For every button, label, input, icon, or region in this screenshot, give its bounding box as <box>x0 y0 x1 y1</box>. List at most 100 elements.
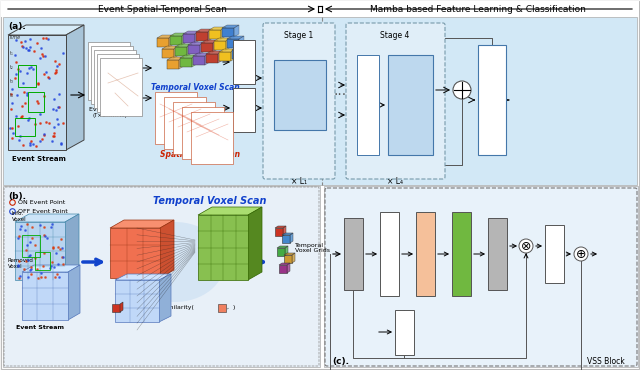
Bar <box>182 107 224 159</box>
Bar <box>155 92 197 144</box>
FancyBboxPatch shape <box>263 23 335 179</box>
Bar <box>112 304 120 312</box>
Bar <box>22 272 68 320</box>
Text: Spatial Cross-Scan: Spatial Cross-Scan <box>160 150 240 159</box>
Text: Mamba based Feature Learning & Classification: Mamba based Feature Learning & Classific… <box>370 4 586 13</box>
Circle shape <box>574 247 588 261</box>
Polygon shape <box>159 274 171 322</box>
Polygon shape <box>170 33 187 36</box>
Text: 3km²: 3km² <box>111 105 122 109</box>
Bar <box>180 58 192 67</box>
Polygon shape <box>198 207 262 215</box>
Polygon shape <box>277 246 288 248</box>
Text: Temporal Voxel Scan: Temporal Voxel Scan <box>150 83 239 92</box>
Text: 2km²: 2km² <box>115 105 125 109</box>
Polygon shape <box>214 38 231 41</box>
FancyBboxPatch shape <box>4 187 319 366</box>
Bar <box>324 186 638 367</box>
Text: OFF Event Point: OFF Event Point <box>18 209 68 213</box>
Polygon shape <box>160 220 174 278</box>
Bar <box>232 50 244 59</box>
Polygon shape <box>226 38 231 50</box>
Text: × L₁: × L₁ <box>291 177 307 186</box>
Text: VSS
Block: VSS Block <box>400 95 420 115</box>
Bar <box>193 56 205 65</box>
Polygon shape <box>287 263 290 273</box>
Text: t₂: t₂ <box>10 65 14 70</box>
FancyBboxPatch shape <box>346 23 445 179</box>
Polygon shape <box>221 27 226 39</box>
Text: t₁: t₁ <box>10 51 14 56</box>
Circle shape <box>519 239 533 253</box>
Bar <box>100 58 142 116</box>
Polygon shape <box>282 233 293 235</box>
Bar <box>15 118 35 136</box>
Text: Downsampling: Downsampling <box>365 82 371 128</box>
Polygon shape <box>65 214 79 280</box>
Bar <box>18 65 36 87</box>
Bar <box>395 310 414 355</box>
Bar <box>201 43 213 52</box>
Bar <box>97 54 139 112</box>
Text: = arg max (Similarity(: = arg max (Similarity( <box>124 306 194 310</box>
Bar <box>164 97 206 149</box>
Text: LayerNorm: LayerNorm <box>351 236 355 272</box>
Polygon shape <box>180 55 197 58</box>
Bar <box>110 228 160 278</box>
Bar <box>15 222 65 280</box>
Polygon shape <box>183 31 200 34</box>
Text: Stage 1: Stage 1 <box>284 31 314 40</box>
Polygon shape <box>193 53 210 56</box>
Bar <box>380 212 399 296</box>
Bar <box>8 35 66 150</box>
Polygon shape <box>279 263 290 265</box>
Ellipse shape <box>125 222 225 302</box>
Bar <box>416 212 435 296</box>
Polygon shape <box>201 40 218 43</box>
Polygon shape <box>175 44 192 47</box>
Polygon shape <box>209 27 226 30</box>
Text: SS2D: SS2D <box>458 246 463 262</box>
Polygon shape <box>188 42 205 45</box>
Text: Removed
Voxel: Removed Voxel <box>8 258 34 269</box>
Text: Event Stream: Event Stream <box>16 325 64 330</box>
Bar <box>3 17 637 185</box>
Text: VSS Block: VSS Block <box>588 357 625 366</box>
Text: 4km²: 4km² <box>109 105 119 109</box>
Text: Linear: Linear <box>387 244 392 264</box>
Text: ON Event Point: ON Event Point <box>18 199 65 205</box>
Bar <box>175 47 187 56</box>
Bar <box>277 248 285 256</box>
Bar <box>188 45 200 54</box>
Polygon shape <box>232 47 249 50</box>
Polygon shape <box>205 53 210 65</box>
Text: (T×C×H×W): (T×C×H×W) <box>93 113 127 118</box>
Polygon shape <box>195 31 200 43</box>
Bar <box>88 42 130 100</box>
Bar <box>170 36 182 45</box>
Polygon shape <box>68 265 80 320</box>
Bar <box>162 49 174 58</box>
FancyBboxPatch shape <box>325 188 637 366</box>
Polygon shape <box>179 57 184 69</box>
Bar <box>183 34 195 43</box>
Bar <box>214 41 226 50</box>
Polygon shape <box>283 226 286 236</box>
Polygon shape <box>234 25 239 37</box>
Polygon shape <box>284 253 295 255</box>
Bar <box>227 39 239 48</box>
Bar <box>28 92 44 112</box>
Polygon shape <box>196 29 213 32</box>
Bar <box>478 45 506 155</box>
Bar <box>157 38 169 47</box>
Bar <box>233 40 255 84</box>
Polygon shape <box>110 220 174 228</box>
Bar <box>1 1 639 17</box>
Polygon shape <box>15 214 79 222</box>
Bar <box>344 218 363 290</box>
Bar <box>173 102 215 154</box>
Text: t₄: t₄ <box>10 93 14 98</box>
Text: Voxel
Embedding: Voxel Embedding <box>239 44 250 80</box>
Polygon shape <box>290 233 293 243</box>
Bar <box>222 28 234 37</box>
